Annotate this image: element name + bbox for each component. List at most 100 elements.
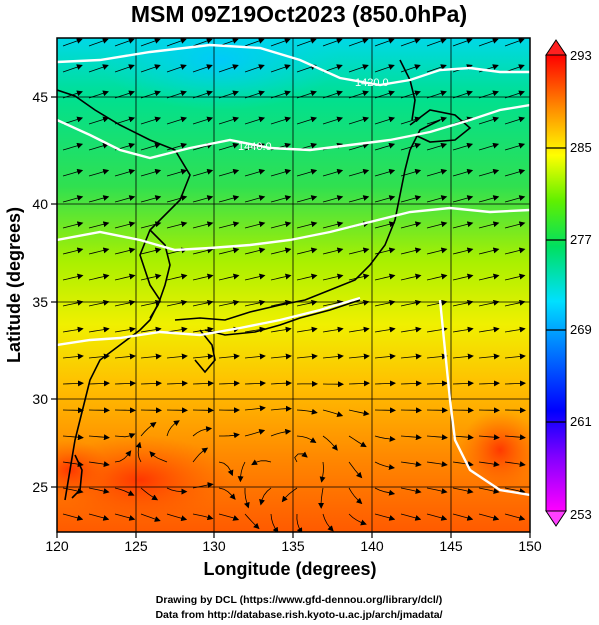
streamline-arrow [400, 64, 421, 73]
streamline-arrow [426, 221, 448, 229]
streamline-arrow [400, 434, 422, 441]
streamline-arrow [374, 487, 396, 496]
streamline-arrow [426, 273, 448, 281]
streamline-arrow [426, 461, 448, 468]
contour-1500 [438, 299, 530, 497]
streamline-arrow [348, 353, 370, 360]
streamline-arrow [270, 64, 291, 73]
streamline-arrow [88, 38, 109, 47]
streamline-arrow [400, 38, 421, 47]
streamline-arrow [62, 168, 84, 177]
streamline-arrow [218, 461, 234, 477]
streamline-arrow [452, 380, 474, 387]
streamline-arrow [88, 353, 110, 360]
streamline-arrow [478, 513, 500, 521]
streamline-arrow [322, 221, 344, 229]
streamline-arrow [192, 168, 214, 177]
streamline-arrow [114, 116, 136, 125]
streamline-arrow [400, 90, 421, 99]
colorbar-label: 261 [570, 414, 592, 429]
x-tick-label: 150 [518, 538, 542, 554]
streamline-arrow [478, 116, 500, 125]
streamline-arrow [348, 142, 370, 151]
streamline-arrow [166, 38, 187, 47]
y-tick-label: 35 [32, 294, 48, 310]
streamline-arrow [62, 487, 84, 495]
streamline-arrow [478, 326, 500, 333]
y-tick-label: 40 [32, 196, 48, 212]
streamline-arrow [348, 90, 369, 99]
streamline-arrow [426, 434, 448, 441]
streamline-arrow [296, 195, 318, 203]
streamline-arrow [296, 221, 318, 229]
streamline-arrow [237, 461, 246, 483]
streamline-arrow [244, 221, 266, 229]
streamline-arrow [270, 38, 291, 47]
x-axis-label: Longitude (degrees) [203, 559, 376, 579]
streamline-arrow [140, 168, 162, 177]
streamline-arrow [400, 380, 422, 387]
streamline-arrow [244, 513, 260, 530]
streamline-arrow [140, 513, 161, 522]
streamline-arrow [62, 299, 84, 307]
streamline-arrow [270, 380, 292, 387]
colorbar-label: 253 [570, 507, 592, 522]
streamline-arrow [452, 38, 473, 47]
colorbar-min-arrow [545, 510, 567, 527]
streamline-arrow [504, 513, 526, 521]
streamline-arrow [166, 353, 188, 360]
colorbar-label: 277 [570, 232, 592, 247]
streamline-arrow [88, 142, 110, 151]
streamline-arrow [114, 195, 136, 203]
streamline-arrow [400, 353, 422, 360]
streamline-arrow [294, 451, 308, 463]
credit-drawing: Drawing by DCL (https://www.gfd-dennou.o… [156, 594, 442, 606]
streamline-arrow [426, 513, 448, 521]
streamline-arrow [166, 326, 188, 333]
streamline-arrow [426, 487, 448, 495]
streamline-arrow [478, 221, 500, 229]
streamline-arrow [452, 487, 474, 495]
streamline-arrow [504, 273, 526, 281]
streamline-arrow [348, 168, 370, 177]
streamline-arrow [140, 273, 162, 281]
streamline-arrow [140, 195, 162, 203]
streamline-arrow [140, 326, 162, 333]
streamline-arrow [62, 221, 84, 229]
streamline-arrow [322, 195, 344, 203]
streamline-arrow [244, 247, 266, 255]
coastlines [57, 59, 472, 501]
streamline-arrow [166, 168, 188, 177]
streamline-arrow [478, 299, 500, 307]
streamline-arrow [322, 326, 344, 333]
streamline-arrow [140, 299, 162, 307]
streamline-arrow [62, 38, 83, 47]
streamline-arrow [88, 168, 110, 177]
streamline-arrow [244, 116, 266, 125]
streamline-arrow [478, 90, 499, 99]
streamline-arrow [62, 461, 84, 468]
colorbar-labels: 293 285 277 269 261 253 [570, 48, 592, 522]
streamline-arrow [348, 299, 370, 307]
streamline-arrow [192, 90, 213, 99]
streamline-arrow [348, 38, 369, 47]
streamline-arrow [166, 273, 188, 281]
streamline-arrow [192, 513, 214, 521]
streamline-arrow [192, 447, 209, 463]
streamline-arrow [504, 142, 526, 151]
streamline-arrow [348, 487, 363, 505]
streamline-arrow [452, 247, 474, 255]
streamline-arrow [140, 142, 162, 151]
streamline-arrow [400, 116, 422, 125]
streamline-arrow [296, 299, 318, 307]
streamline-arrow [322, 513, 334, 532]
streamline-arrow [270, 353, 292, 360]
streamline-arrow [426, 247, 448, 255]
streamline-arrow [166, 90, 187, 99]
x-tick-marks [56, 532, 531, 538]
streamline-arrow [504, 353, 526, 360]
colorbar-label: 285 [570, 140, 592, 155]
streamline-arrow [166, 380, 188, 387]
y-tick-labels: 45 40 35 30 25 [32, 89, 48, 495]
x-tick-label: 140 [360, 538, 384, 554]
